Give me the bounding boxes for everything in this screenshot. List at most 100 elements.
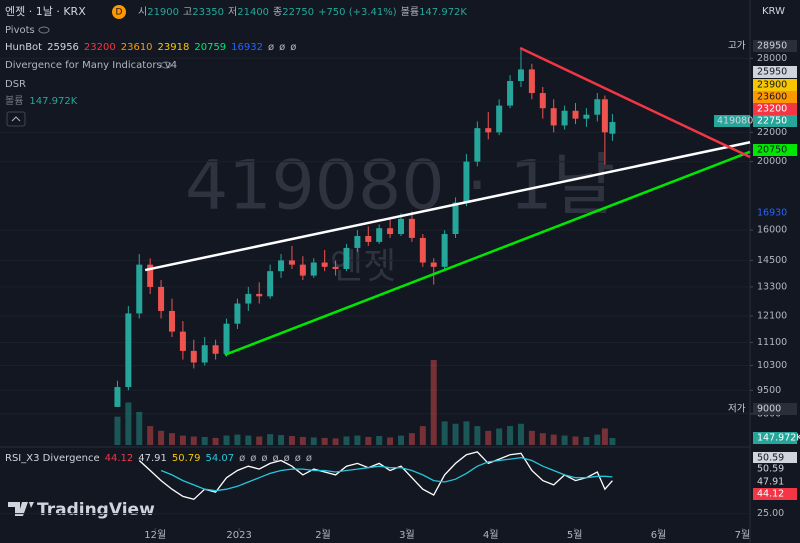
volume-bar — [517, 423, 524, 445]
price-label-bg — [753, 144, 797, 156]
price-label-tag: 저가 — [728, 404, 746, 415]
volume-bar — [452, 423, 459, 445]
currency-button[interactable]: KRW — [762, 6, 785, 17]
price-label-tag: 고가 — [728, 41, 746, 52]
price-label-bg — [753, 403, 797, 415]
candle-body — [278, 260, 285, 272]
volume-bar — [376, 436, 383, 445]
indicator-value: 23918 — [158, 42, 190, 53]
candle-body — [288, 260, 295, 265]
indicator-name: Divergence for Many Indicators v4 — [5, 60, 177, 71]
volume-bar — [147, 426, 154, 445]
volume-bar — [528, 430, 535, 445]
candle-body — [550, 108, 557, 126]
volume-bar — [583, 436, 590, 445]
indicator-value: ø — [273, 453, 279, 464]
volume-bar — [408, 433, 415, 445]
candle-body — [114, 387, 121, 407]
ohlc-label: 고 — [183, 7, 192, 18]
y-tick-label: 12100 — [757, 310, 787, 321]
volume-bar — [114, 416, 121, 445]
logo: TradingView — [37, 500, 155, 520]
y-tick-label: 10300 — [757, 360, 787, 371]
candle-body — [365, 235, 372, 242]
volume-bar — [234, 434, 241, 445]
volume-bar — [430, 360, 437, 445]
candle-body — [267, 271, 274, 297]
volume-bar — [310, 437, 317, 445]
trendline — [519, 46, 751, 159]
change: +750 (+3.41%) — [318, 7, 397, 18]
trendline — [144, 141, 751, 272]
ohlc-value: 23350 — [192, 7, 224, 18]
price-label: 23200 — [757, 104, 787, 115]
collapse-button[interactable] — [6, 111, 26, 127]
volume-bar — [212, 437, 219, 445]
eye-icon[interactable] — [38, 26, 50, 34]
volume-label: 볼륨 — [401, 6, 419, 18]
y-tick-label: 28000 — [757, 53, 787, 64]
volume-bar — [343, 436, 350, 445]
rsi-label-bg — [753, 452, 797, 464]
candle-body — [354, 235, 361, 248]
volume-bar — [168, 433, 175, 445]
candle-body — [190, 350, 197, 363]
indicator-value: 20759 — [194, 42, 226, 53]
indicator-row: HunBot 25956 23200 23610 23918 20759 16932 ø ø ø — [5, 42, 296, 53]
candle-body — [452, 202, 459, 235]
rsi-label: 47.91 — [757, 477, 784, 488]
rsi-header: RSI_X3 Divergence 44.12 47.91 50.79 54.07 ø ø ø… — [5, 453, 312, 464]
volume-bar — [485, 430, 492, 445]
candle-body — [583, 114, 590, 119]
volume-bar — [474, 426, 481, 445]
indicator-value: ø — [250, 453, 256, 464]
candle-body — [398, 218, 405, 235]
candle-body — [158, 286, 165, 311]
watermark-symbol: 419080 · 1날 — [185, 147, 615, 226]
candle-body — [245, 293, 252, 304]
y-tick-label: 20000 — [757, 156, 787, 167]
price-label-bg — [753, 40, 797, 52]
y-tick-label: 22000 — [757, 127, 787, 138]
indicator-value: 147.972K — [29, 96, 77, 107]
eye-icon[interactable] — [160, 61, 172, 69]
indicator-value: 23610 — [121, 42, 153, 53]
price-label: 22750 — [757, 116, 787, 127]
candle-body — [332, 266, 339, 269]
indicator-value: ø — [290, 42, 296, 53]
candle-body — [125, 313, 132, 388]
volume-bar — [267, 434, 274, 445]
interval-badge-bg — [112, 5, 126, 19]
candle-body — [496, 105, 503, 133]
price-label: 9000 — [757, 404, 781, 415]
volume-bar — [158, 430, 165, 445]
interval-badge: D — [116, 8, 123, 18]
candle-body — [485, 128, 492, 133]
indicator-value: 25956 — [47, 42, 79, 53]
price-label: 20750 — [757, 145, 787, 156]
volume-bar — [539, 433, 546, 445]
volume-value: 147.972K — [419, 7, 467, 18]
y-tick-label: 25.00 — [757, 508, 784, 519]
x-tick-label: 7월 — [735, 529, 751, 541]
volume-bar — [365, 436, 372, 445]
watermark: 419080 · 1날 엔젯 — [185, 147, 615, 287]
rsi-label-bg — [753, 488, 797, 500]
indicator-value: ø — [284, 453, 290, 464]
candle-body — [321, 262, 328, 267]
candle-body — [572, 110, 579, 119]
x-tick-label: 2월 — [315, 529, 331, 541]
volume-bar — [245, 435, 252, 445]
price-label-tag: 419080 — [717, 116, 753, 127]
price-label-bg — [753, 66, 797, 78]
volume-bar — [609, 438, 616, 445]
candle-body — [441, 234, 448, 267]
volume-bar — [354, 435, 361, 445]
volume-bar — [201, 436, 208, 445]
volume-bar — [507, 426, 514, 445]
indicator-value: ø — [261, 453, 267, 464]
indicator-name: Pivots — [5, 25, 35, 36]
volume-bar — [572, 436, 579, 445]
